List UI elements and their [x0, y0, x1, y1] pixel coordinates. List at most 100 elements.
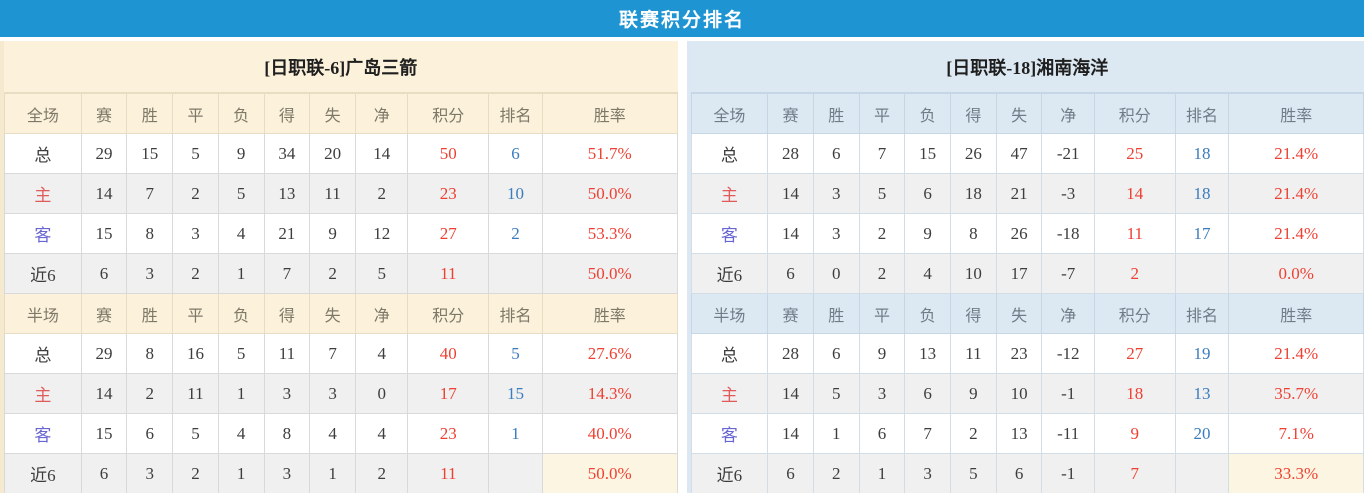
cell-goals-against: 2: [309, 253, 356, 294]
cell-win-rate: 14.3%: [541, 373, 678, 414]
cell-goals-for: 11: [263, 333, 311, 374]
cell-win-rate: 21.4%: [1228, 213, 1364, 254]
cell-wins: 2: [126, 373, 174, 414]
cell-points: 18: [1093, 373, 1176, 414]
cell-win-rate: 0.0%: [1228, 253, 1364, 294]
table-row-home: 主 14 2 11 1 3 3 0 17 15 14.3%: [4, 373, 678, 414]
cell-rank: 18: [1174, 133, 1230, 174]
cell-rank: 10: [488, 173, 543, 214]
table-row-total: 总 29 8 16 5 11 7 4 40 5 27.6%: [4, 333, 678, 374]
col-header: 积分: [1093, 293, 1176, 334]
col-header: 胜: [126, 93, 174, 134]
col-header: 胜: [126, 293, 174, 334]
col-header: 排名: [1174, 293, 1230, 334]
row-label: 总: [690, 333, 769, 374]
cell-goals-against: 3: [309, 373, 356, 414]
cell-goals-against: 47: [995, 133, 1043, 174]
col-header: 半场: [4, 293, 82, 334]
cell-draws: 5: [172, 413, 219, 454]
cell-goals-against: 11: [309, 173, 356, 214]
cell-losses: 1: [217, 373, 265, 414]
cell-goal-diff: 2: [354, 453, 409, 493]
cell-wins: 3: [126, 453, 174, 493]
col-header: 失: [995, 293, 1043, 334]
cell-points: 23: [407, 173, 490, 214]
table-row-total: 总 28 6 9 13 11 23 -12 27 19 21.4%: [690, 333, 1364, 374]
cell-wins: 6: [126, 413, 174, 454]
cell-points: 25: [1093, 133, 1176, 174]
column-header-row-half: 半场赛胜平负得失净积分 排名 胜率: [4, 293, 678, 334]
cell-rank: 6: [488, 133, 543, 174]
cell-losses: 13: [904, 333, 952, 374]
cell-goal-diff: 4: [354, 413, 409, 454]
cell-wins: 15: [126, 133, 174, 174]
cell-goal-diff: -21: [1041, 133, 1095, 174]
col-header: 积分: [407, 293, 490, 334]
cell-rank: [488, 253, 543, 294]
col-header: 净: [354, 93, 409, 134]
col-header: 赛: [767, 93, 814, 134]
col-header: 平: [858, 93, 906, 134]
column-header-row-full: 全场赛胜平负得失净积分 排名 胜率: [690, 93, 1364, 134]
cell-goals-for: 3: [263, 373, 311, 414]
cell-rank: 18: [1174, 173, 1230, 214]
col-header: 排名: [488, 93, 543, 134]
cell-win-rate: 53.3%: [541, 213, 678, 254]
cell-goals-for: 3: [263, 453, 311, 493]
stats-table-home: 全场赛胜平负得失净积分 排名 胜率总 29 15 5 9 34 20 14 50 6 51.7% 主 14 7…: [4, 93, 678, 493]
col-header: 赛: [767, 293, 814, 334]
row-label: 近6: [690, 253, 769, 294]
row-label: 近6: [690, 453, 769, 493]
cell-points: 40: [407, 333, 490, 374]
cell-losses: 15: [904, 133, 952, 174]
row-label: 总: [690, 133, 769, 174]
cell-draws: 2: [172, 453, 219, 493]
col-header: 得: [263, 93, 311, 134]
cell-wins: 0: [812, 253, 860, 294]
cell-win-rate: 21.4%: [1228, 333, 1364, 374]
cell-losses: 6: [904, 373, 952, 414]
cell-draws: 5: [172, 133, 219, 174]
cell-games: 28: [767, 133, 814, 174]
cell-goal-diff: 14: [354, 133, 409, 174]
col-header: 积分: [407, 93, 490, 134]
col-header: 胜率: [1228, 93, 1364, 134]
cell-games: 6: [80, 253, 128, 294]
row-label: 客: [690, 413, 769, 454]
cell-points: 11: [407, 253, 490, 294]
col-header: 失: [995, 93, 1043, 134]
row-label: 客: [690, 213, 769, 254]
column-header-row-half: 半场赛胜平负得失净积分 排名 胜率: [690, 293, 1364, 334]
cell-goals-for: 26: [950, 133, 997, 174]
col-header: 得: [950, 93, 997, 134]
col-header: 净: [1041, 93, 1095, 134]
table-row-home: 主 14 3 5 6 18 21 -3 14 18 21.4%: [690, 173, 1364, 214]
cell-games: 14: [80, 373, 128, 414]
row-label: 主: [690, 373, 769, 414]
cell-games: 15: [80, 213, 128, 254]
row-label: 客: [4, 413, 82, 454]
page-title: 联赛积分排名: [618, 10, 745, 31]
cell-games: 29: [80, 133, 128, 174]
cell-draws: 7: [858, 133, 906, 174]
cell-wins: 3: [812, 173, 860, 214]
col-header: 胜: [812, 293, 860, 334]
cell-draws: 1: [858, 453, 906, 493]
cell-rank: 17: [1174, 213, 1230, 254]
cell-games: 14: [767, 373, 814, 414]
cell-games: 14: [767, 213, 814, 254]
col-header: 失: [309, 293, 356, 334]
cell-goal-diff: -7: [1041, 253, 1095, 294]
cell-losses: 3: [904, 453, 952, 493]
col-header: 净: [354, 293, 409, 334]
cell-points: 17: [407, 373, 490, 414]
cell-draws: 2: [172, 173, 219, 214]
cell-wins: 2: [812, 453, 860, 493]
table-row-recent: 近6 6 0 2 4 10 17 -7 2 0.0%: [690, 253, 1364, 294]
cell-goals-for: 2: [950, 413, 997, 454]
cell-goal-diff: -1: [1041, 453, 1095, 493]
team-panel-guest: [日职联-18]湘南海洋 全场赛胜平负得失净积分 排名 胜率总 28 6 7 15 26 47-…: [686, 41, 1364, 493]
cell-rank: 1: [488, 413, 543, 454]
col-header: 全场: [690, 93, 769, 134]
